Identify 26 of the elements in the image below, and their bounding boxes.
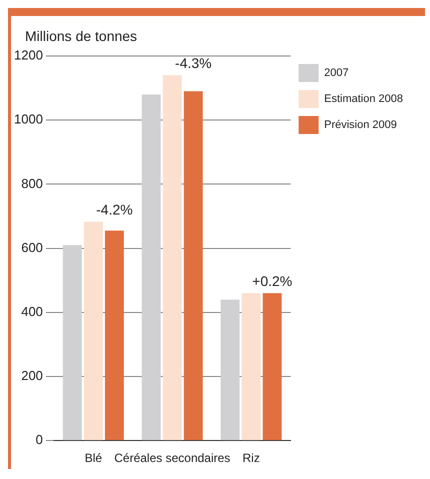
legend-label: Prévision 2009: [324, 119, 397, 132]
bar: [162, 75, 182, 440]
annotation: -4.2%: [96, 202, 133, 218]
legend-label: 2007: [324, 67, 349, 80]
bar: [104, 230, 124, 440]
legend-label: Estimation 2008: [324, 93, 404, 106]
annotation: +0.2%: [252, 273, 292, 290]
bar: [62, 245, 82, 440]
y-tick-label: 1200: [14, 48, 43, 63]
bar: [242, 293, 261, 440]
y-tick-label: 0: [36, 432, 43, 448]
y-tick-label: 400: [21, 304, 43, 319]
x-tick-label: Riz: [242, 451, 260, 466]
y-tick-label: 800: [21, 176, 43, 191]
y-tick-label: 600: [21, 240, 43, 255]
bar: [184, 91, 203, 440]
y-axis-title: Millions de tonnes: [24, 27, 138, 44]
x-tick-label: Blé: [84, 451, 102, 466]
bar: [262, 293, 282, 440]
bar: [142, 94, 161, 440]
bar: [84, 222, 103, 440]
annotation: -4.3%: [175, 55, 212, 72]
y-tick-label: 200: [21, 368, 43, 384]
x-tick-label: Céréales secondaires: [114, 451, 230, 466]
bar: [220, 300, 240, 440]
y-tick-label: 1000: [14, 112, 43, 127]
